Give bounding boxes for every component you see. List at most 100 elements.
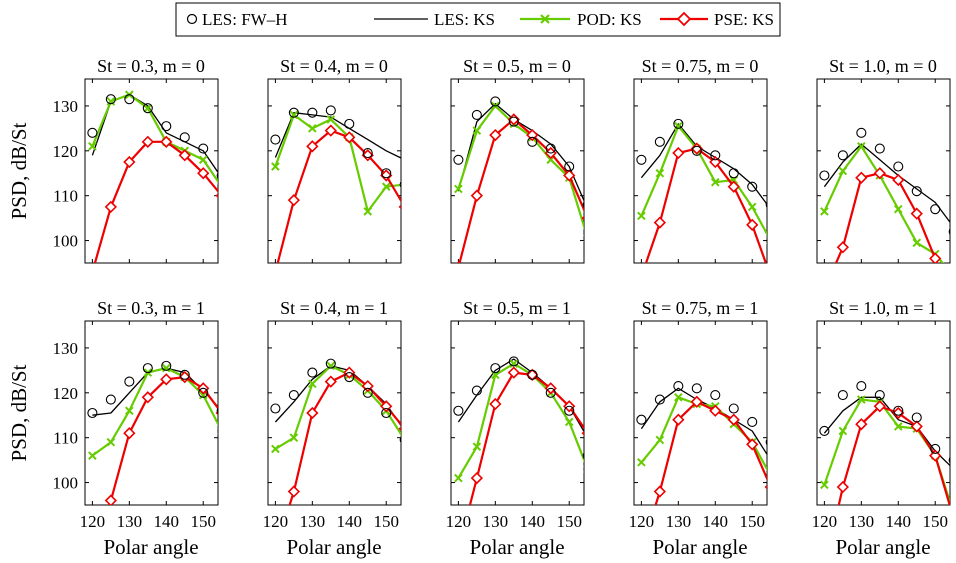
pod-ks-line xyxy=(91,93,218,184)
pse-ks-point xyxy=(453,545,463,555)
legend-entry-les-ks: LES: KS xyxy=(374,10,495,29)
pse-ks-point xyxy=(636,545,646,555)
y-tick-label: 120 xyxy=(53,384,79,403)
les-fwh-point xyxy=(545,143,556,154)
panel-title: St = 0.75, m = 0 xyxy=(642,56,759,76)
les-fwh-point xyxy=(307,367,318,378)
pse-ks-point xyxy=(123,427,136,440)
pse-ks-point xyxy=(324,375,337,388)
x-tick-label: 140 xyxy=(886,512,912,531)
les-fwh-point xyxy=(381,168,392,179)
pse-ks-point xyxy=(270,545,280,555)
x-tick-label: 120 xyxy=(80,512,106,531)
legend-pod-ks-x-marker xyxy=(540,14,550,24)
pod-ks-point xyxy=(820,480,829,490)
y-axis-label-row-2: PSD, dB/St xyxy=(7,364,31,461)
pse-ks-point xyxy=(324,124,337,137)
plot-frame xyxy=(633,78,768,264)
pod-ks-point xyxy=(472,126,482,135)
les-fwh-point xyxy=(307,107,318,118)
pod-ks-point xyxy=(637,458,646,467)
pod-ks-point xyxy=(820,207,829,216)
pse-ks-point xyxy=(709,404,722,417)
les-fwh-point xyxy=(948,456,950,464)
les-fwh-point xyxy=(179,132,190,143)
pse-ks-point xyxy=(636,271,646,281)
pse-ks-point xyxy=(563,169,576,182)
x-axis-label-col-1: Polar angle xyxy=(103,535,198,559)
pod-ks-point xyxy=(564,417,574,427)
plot-area xyxy=(270,358,401,555)
pse-ks-point xyxy=(672,146,685,160)
x-tick-label: 150 xyxy=(190,512,216,531)
panel-5: St = 1.0, m = 0 xyxy=(816,56,951,295)
les-fwh-point xyxy=(747,416,758,428)
les-fwh-point xyxy=(288,389,299,401)
pod-ks-point xyxy=(710,177,720,187)
x-tick-label: 140 xyxy=(154,512,180,531)
pse-ks-point xyxy=(160,135,173,148)
x-tick-label: 130 xyxy=(666,512,692,531)
pse-ks-point xyxy=(653,216,666,229)
pod-ks-point xyxy=(454,184,463,194)
legend-entry-pse-ks: PSE: KS xyxy=(660,10,774,29)
pse-ks-point xyxy=(855,171,868,184)
les-fwh-point xyxy=(399,181,401,188)
pse-ks-point xyxy=(178,370,191,384)
x-tick-label: 130 xyxy=(300,512,326,531)
pod-ks-point xyxy=(363,207,373,216)
y-axis-label-row-1: PSD, dB/St xyxy=(7,122,31,219)
les-fwh-point xyxy=(490,363,501,374)
pse-ks-line xyxy=(644,147,767,263)
pod-ks-point xyxy=(838,166,848,176)
pse-ks-point xyxy=(215,193,218,199)
les-fwh-point xyxy=(582,452,584,460)
plot-frame xyxy=(816,320,951,506)
les-fwh-point xyxy=(453,405,464,416)
pod-ks-point xyxy=(161,363,171,373)
les-fwh-point xyxy=(179,369,190,380)
les-fwh-point xyxy=(856,381,867,392)
plot-frame xyxy=(450,78,585,264)
x-axis-label-col-5: Polar angle xyxy=(835,535,930,559)
les-fwh-point xyxy=(948,228,950,236)
panel-9: St = 0.75, m = 1 120 130 140 150 xyxy=(629,298,768,555)
les-fwh-point xyxy=(344,118,355,129)
pse-ks-point xyxy=(892,173,905,187)
les-fwh-point xyxy=(198,387,209,398)
pse-ks-point xyxy=(343,131,356,144)
les-fwh-point xyxy=(508,116,519,127)
pod-ks-point xyxy=(583,234,584,242)
panel-title: St = 0.5, m = 1 xyxy=(463,298,571,318)
pod-ks-point xyxy=(217,183,218,191)
les-fwh-point xyxy=(874,389,885,401)
les-fwh-point xyxy=(819,170,830,181)
x-tick-label: 150 xyxy=(922,512,948,531)
les-fwh-point xyxy=(837,389,848,401)
plot-area xyxy=(636,118,776,281)
legend-les-fwh-circle-marker xyxy=(186,13,198,25)
pse-ks-point xyxy=(489,128,502,142)
pod-ks-point xyxy=(88,451,97,460)
panel-title: St = 0.4, m = 0 xyxy=(280,56,388,76)
les-fwh-point xyxy=(930,204,941,215)
pse-ks-point xyxy=(398,204,401,210)
x-tick-label: 120 xyxy=(812,512,838,531)
pod-ks-point xyxy=(106,437,116,447)
pod-ks-point xyxy=(106,97,116,106)
plot-frame xyxy=(84,78,219,264)
pse-ks-point xyxy=(819,285,829,295)
pse-ks-point xyxy=(87,267,97,277)
les-fwh-point xyxy=(216,407,218,415)
plot-area xyxy=(636,381,767,555)
les-fwh-point xyxy=(728,403,739,414)
x-tick-label: 150 xyxy=(556,512,582,531)
pse-ks-point xyxy=(764,484,767,490)
pse-ks-line xyxy=(288,371,401,505)
pse-ks-point xyxy=(873,400,886,413)
pse-ks-line xyxy=(837,405,950,505)
les-fwh-point xyxy=(362,387,373,398)
pse-ks-point xyxy=(104,200,117,214)
pod-ks-point xyxy=(766,472,767,480)
pse-ks-point xyxy=(766,271,776,281)
